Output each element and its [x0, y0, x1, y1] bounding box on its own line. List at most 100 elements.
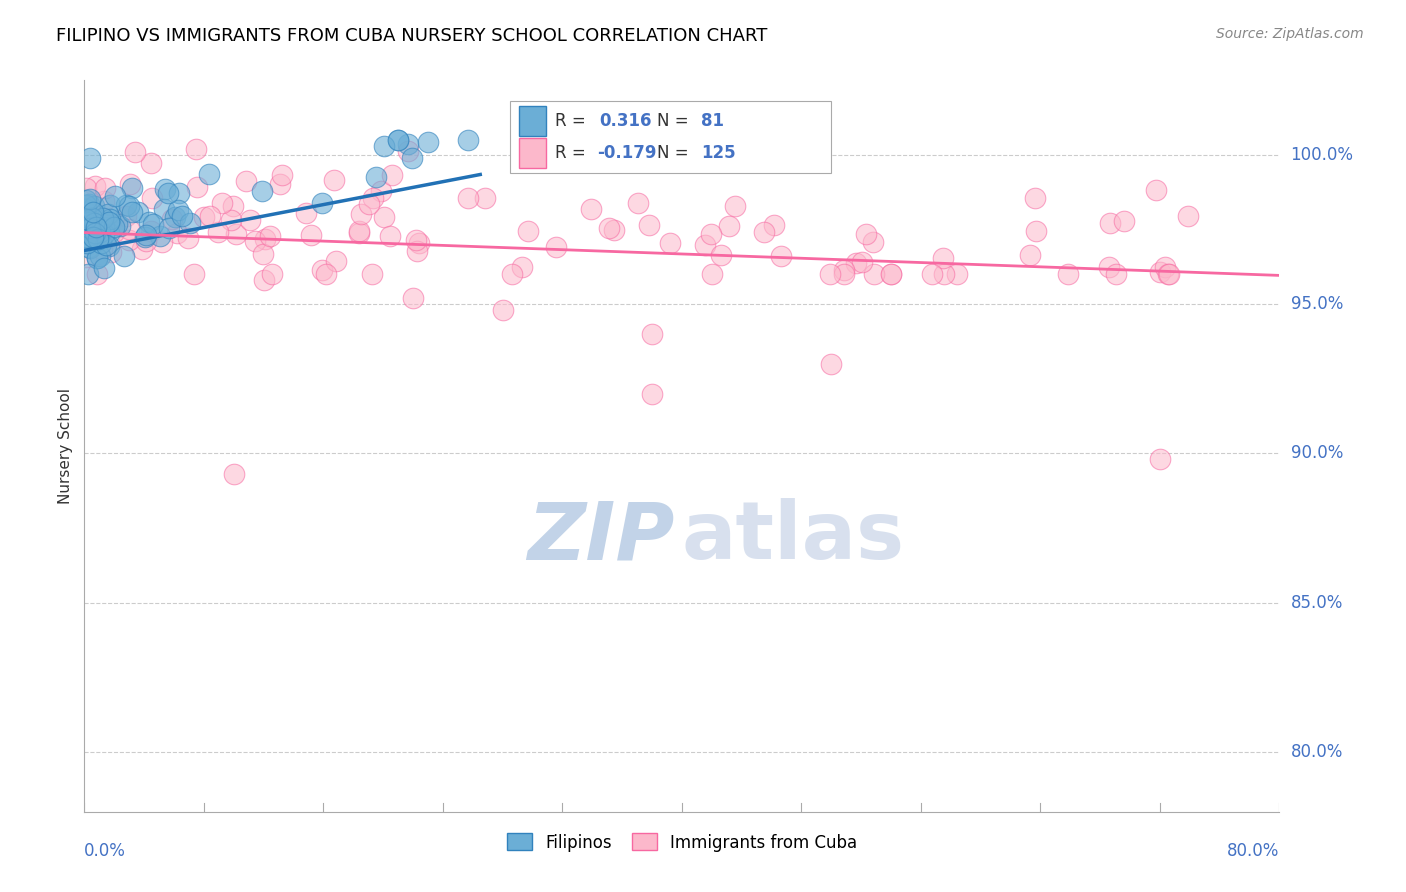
Point	[373, 139, 395, 153]
Text: 80.0%: 80.0%	[1291, 743, 1343, 761]
Point	[127, 204, 149, 219]
Text: N =: N =	[657, 144, 693, 161]
Point	[90, 242, 112, 256]
Text: -0.179: -0.179	[596, 144, 657, 161]
Point	[932, 251, 955, 265]
Point	[1153, 260, 1175, 274]
Point	[921, 268, 943, 282]
Point	[135, 234, 157, 248]
Point	[932, 268, 955, 282]
Point	[863, 268, 886, 282]
Point	[401, 151, 423, 165]
Point	[141, 224, 163, 238]
Point	[862, 235, 884, 249]
Point	[457, 191, 479, 205]
Point	[1099, 216, 1122, 230]
Point	[84, 226, 107, 240]
Point	[252, 247, 274, 261]
Point	[103, 219, 125, 234]
Point	[75, 223, 97, 237]
Point	[77, 197, 100, 211]
Point	[723, 199, 745, 213]
Point	[121, 181, 143, 195]
Point	[97, 226, 120, 240]
Point	[141, 191, 163, 205]
Point	[114, 249, 136, 263]
Point	[1157, 268, 1180, 282]
Point	[770, 249, 793, 263]
Point	[718, 219, 741, 233]
Point	[381, 168, 404, 182]
Point	[546, 240, 568, 254]
Point	[350, 206, 373, 220]
Point	[253, 273, 276, 287]
Point	[1025, 224, 1047, 238]
Point	[93, 194, 115, 208]
Text: 125: 125	[702, 144, 735, 161]
Point	[82, 229, 104, 244]
Text: 100.0%: 100.0%	[1291, 146, 1354, 164]
Point	[363, 191, 385, 205]
Point	[641, 386, 664, 401]
Point	[1144, 183, 1167, 197]
Text: atlas: atlas	[682, 498, 905, 576]
Point	[155, 182, 177, 196]
Point	[198, 167, 221, 181]
Point	[186, 180, 208, 194]
Point	[222, 199, 245, 213]
Point	[347, 224, 370, 238]
Point	[75, 202, 97, 216]
Point	[387, 133, 409, 147]
Point	[638, 219, 661, 233]
Point	[108, 219, 131, 233]
Text: R =: R =	[555, 112, 591, 130]
Point	[76, 211, 98, 226]
Point	[474, 191, 496, 205]
Point	[1019, 248, 1042, 262]
Point	[370, 184, 392, 198]
Point	[658, 235, 681, 250]
Point	[80, 214, 103, 228]
Point	[86, 252, 108, 266]
Point	[79, 221, 101, 235]
Point	[1149, 265, 1171, 279]
Point	[693, 237, 716, 252]
Point	[157, 221, 180, 235]
Point	[762, 219, 785, 233]
Point	[79, 241, 101, 255]
Legend: Filipinos, Immigrants from Cuba: Filipinos, Immigrants from Cuba	[501, 827, 863, 858]
Point	[124, 145, 146, 159]
Point	[183, 268, 205, 282]
Point	[166, 226, 188, 240]
Point	[945, 268, 967, 282]
Point	[603, 222, 626, 236]
Point	[86, 268, 108, 282]
Point	[79, 151, 101, 165]
Text: Source: ZipAtlas.com: Source: ZipAtlas.com	[1216, 27, 1364, 41]
Point	[225, 227, 247, 241]
Point	[82, 204, 104, 219]
Point	[510, 260, 533, 274]
Point	[163, 210, 186, 224]
Point	[299, 227, 322, 242]
Text: 95.0%: 95.0%	[1291, 295, 1343, 313]
Point	[103, 225, 125, 239]
Point	[186, 142, 208, 156]
Point	[1105, 268, 1128, 282]
Point	[193, 211, 215, 225]
Point	[880, 268, 903, 282]
Point	[200, 209, 222, 223]
Point	[1098, 260, 1121, 275]
Point	[138, 215, 160, 229]
Point	[402, 291, 425, 305]
Point	[75, 194, 97, 208]
Point	[117, 222, 139, 236]
Point	[516, 224, 538, 238]
Text: 85.0%: 85.0%	[1291, 594, 1343, 612]
Point	[83, 216, 105, 230]
Point	[699, 227, 721, 241]
Point	[207, 226, 229, 240]
Point	[121, 205, 143, 219]
Point	[179, 216, 201, 230]
Point	[700, 268, 723, 282]
